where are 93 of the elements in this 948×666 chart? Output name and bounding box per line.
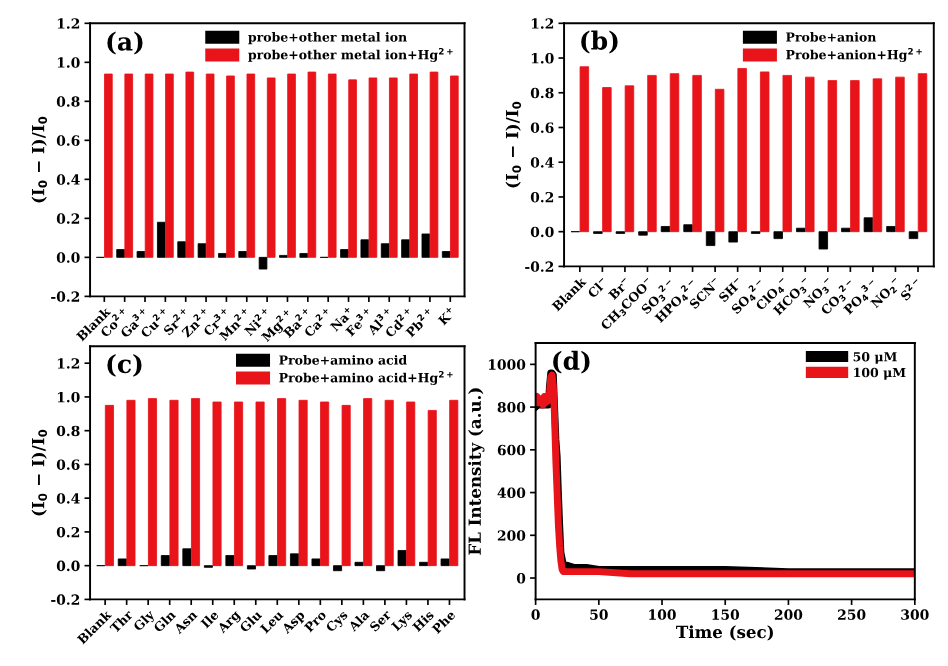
bar	[277, 398, 287, 567]
bar	[348, 79, 357, 258]
bar	[579, 66, 590, 233]
bar	[157, 221, 166, 258]
bar	[660, 226, 671, 233]
bar	[429, 71, 439, 258]
chart-title: (a)	[107, 31, 143, 55]
bar	[397, 550, 407, 567]
bar	[602, 87, 612, 233]
bar	[341, 404, 351, 567]
bar	[307, 71, 317, 258]
bar	[126, 399, 136, 567]
bar	[692, 74, 702, 233]
y-axis-title: (I$_{0}$ − I)/I$_{0}$	[31, 116, 48, 203]
bar	[182, 548, 192, 567]
bar	[384, 399, 394, 567]
bar	[368, 77, 378, 258]
bar	[104, 73, 113, 258]
bar	[669, 73, 680, 233]
bar	[895, 76, 905, 233]
bar	[197, 243, 207, 258]
bar	[327, 73, 337, 258]
bar	[226, 75, 235, 258]
bar	[340, 249, 349, 258]
bar	[266, 77, 276, 258]
bar	[427, 410, 437, 567]
bar	[406, 401, 416, 567]
chart-title: (d)	[553, 350, 590, 374]
bar	[287, 73, 296, 258]
bar	[401, 239, 410, 258]
bar	[147, 398, 157, 567]
bar	[116, 249, 125, 258]
bar	[440, 558, 450, 567]
bar	[177, 241, 186, 258]
bar	[363, 398, 373, 567]
bar	[728, 231, 738, 243]
bar	[683, 224, 693, 233]
chart-title: (c)	[107, 353, 142, 377]
bar	[714, 88, 725, 233]
bar	[333, 565, 343, 572]
bar	[246, 73, 256, 258]
bar	[380, 243, 390, 258]
bar	[212, 401, 222, 567]
bar	[311, 558, 321, 567]
y-axis-title: (I$_{0}$ − I)/I$_{0}$	[31, 429, 48, 516]
bar	[827, 80, 838, 233]
bar	[185, 71, 195, 258]
bar	[124, 73, 134, 258]
bar	[191, 398, 201, 567]
bar	[624, 85, 635, 233]
chart-title: (b)	[581, 30, 618, 54]
bar	[737, 68, 747, 233]
bar	[773, 231, 783, 240]
bar	[818, 231, 829, 250]
bar	[450, 75, 459, 258]
bar	[908, 231, 919, 240]
bar	[298, 399, 308, 567]
bar	[409, 73, 418, 258]
bar	[760, 71, 770, 233]
bar	[872, 78, 883, 233]
bar	[782, 74, 792, 233]
bar	[104, 404, 114, 567]
bar	[268, 555, 278, 567]
bar	[441, 251, 451, 258]
bar	[136, 251, 146, 258]
bar	[320, 401, 330, 567]
bar	[389, 77, 398, 258]
bar	[850, 80, 860, 233]
bar	[117, 558, 127, 567]
bar	[376, 565, 386, 572]
bar	[144, 73, 154, 258]
y-axis-title: FL Intensity (a.u.)	[468, 388, 485, 555]
bar	[160, 555, 170, 567]
bar	[863, 217, 874, 233]
bar	[886, 226, 896, 233]
bar	[290, 553, 300, 567]
bar	[805, 76, 815, 233]
bar	[165, 73, 174, 258]
bar	[917, 73, 928, 233]
bar	[647, 74, 657, 233]
bar	[225, 555, 235, 567]
bar	[238, 251, 247, 258]
bar	[234, 401, 244, 567]
bar	[421, 233, 431, 258]
bar	[255, 401, 265, 567]
bar	[360, 239, 370, 258]
y-axis-title: (I$_{0}$ − I)/I$_{0}$	[505, 101, 522, 188]
x-axis-title: Time (sec)	[676, 625, 773, 641]
bar	[258, 256, 268, 270]
bar	[449, 399, 459, 567]
bar	[705, 231, 716, 246]
bar	[169, 399, 179, 567]
bar	[205, 73, 215, 258]
